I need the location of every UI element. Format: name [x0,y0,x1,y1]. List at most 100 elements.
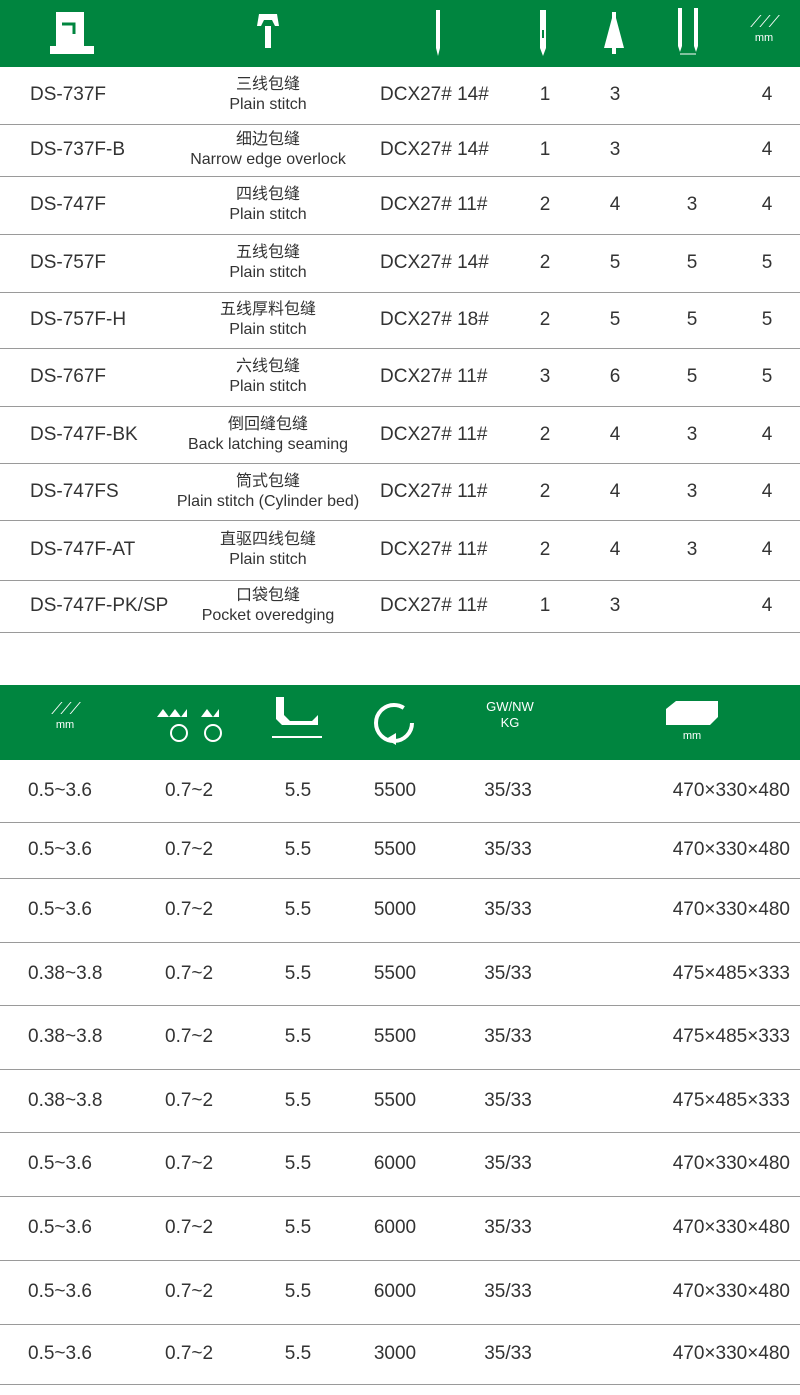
description-en: Narrow edge overlock [190,151,346,169]
description-cn: 口袋包缝 [235,587,300,605]
thread-count: 4 [609,423,621,445]
stitch-description: 六线包缝 Plain stitch [229,357,306,397]
max-speed: 6000 [373,1281,417,1303]
thread-count: 4 [609,539,621,561]
table1-row: DS-737F 三线包缝 Plain stitch DCX27# 14# 1 3 … [0,67,800,125]
weight: 35/33 [484,1026,532,1048]
stitch-length-icon: ⟋⟋⟋ mm [51,701,81,731]
stitch-description: 直驱四线包缝 Plain stitch [220,530,316,570]
weight-label: GW/NW KG [486,699,534,730]
description-cn: 五线厚料包缝 [219,301,317,319]
model: DS-767F [30,366,107,388]
thread-count: 5 [609,252,621,274]
stitch-description: 五线包缝 Plain stitch [229,243,306,283]
needle-count: 1 [539,595,551,617]
table2-row: 0.38~3.8 0.7~2 5.5 5500 35/33 475×485×333 [0,1070,800,1133]
stitch-description: 细边包缝 Narrow edge overlock [190,130,346,170]
model: DS-757F [30,252,107,274]
differential-feed-icon [157,709,222,742]
stitch-length: 0.38~3.8 [28,1026,103,1048]
stitch-width: 4 [761,480,773,502]
package-size: 470×330×480 [672,779,790,801]
needle: DCX27# 11# [380,539,488,561]
stitch-length: 0.5~3.6 [28,839,92,861]
table1-row: DS-767F 六线包缝 Plain stitch DCX27# 11# 3 6 … [0,349,800,407]
stitch-width: 5 [761,309,773,331]
description-en: Plain stitch [229,96,307,114]
needle-gauge: 5 [686,366,698,388]
table2-row: 0.5~3.6 0.7~2 5.5 6000 35/33 470×330×480 [0,1261,800,1325]
model: DS-737F-B [30,139,126,161]
speed-rotation-icon [374,703,414,745]
description-en: Plain stitch [229,264,307,282]
differential-ratio: 0.7~2 [165,1153,214,1175]
needle-count-icon [540,10,546,56]
stitch-length: 0.5~3.6 [28,779,92,801]
needle-gauge: 3 [686,194,698,216]
table1-header: ⟋⟋⟋ mm [0,0,800,67]
max-speed: 5500 [373,839,417,861]
needle: DCX27# 14# [380,84,489,106]
needle-icon [436,10,440,56]
description-en: Plain stitch [229,378,307,396]
presser-foot-lift-icon [272,697,322,738]
needle: DCX27# 18# [380,309,489,331]
needle: DCX27# 11# [380,194,488,216]
weight: 35/33 [484,962,532,984]
table1-row: DS-747F-AT 直驱四线包缝 Plain stitch DCX27# 11#… [0,521,800,581]
description-cn: 五线包缝 [235,244,300,262]
weight: 35/33 [484,839,532,861]
package-size: 475×485×333 [672,962,790,984]
stitch-width-icon: ⟋⟋⟋ mm [750,14,780,44]
needle: DCX27# 11# [380,423,488,445]
model: DS-747F-PK/SP [30,595,169,617]
table1-row: DS-757F-H 五线厚料包缝 Plain stitch DCX27# 18# … [0,293,800,349]
thread-count: 4 [609,194,621,216]
max-speed: 5000 [373,899,417,921]
needle-count: 1 [539,139,551,161]
differential-ratio: 0.7~2 [165,1026,214,1048]
description-cn: 细边包缝 [235,131,300,149]
weight: 35/33 [484,1217,532,1239]
stitch-length: 0.5~3.6 [28,1217,92,1239]
table2-row: 0.5~3.6 0.7~2 5.5 5000 35/33 470×330×480 [0,879,800,943]
table2-row: 0.5~3.6 0.7~2 5.5 3000 35/33 470×330×480 [0,1325,800,1385]
stitch-width: 5 [761,252,773,274]
needle: DCX27# 11# [380,595,488,617]
thread-count: 5 [609,309,621,331]
description-cn: 三线包缝 [235,76,300,94]
presser-foot-lift: 5.5 [284,1089,312,1111]
differential-ratio: 0.7~2 [165,839,214,861]
package-size: 470×330×480 [672,1153,790,1175]
table1-row: DS-747FS 筒式包缝 Plain stitch (Cylinder bed)… [0,464,800,521]
stitch-width: 4 [761,423,773,445]
model: DS-757F-H [30,309,127,331]
table1-row: DS-747F-BK 倒回缝包缝 Back latching seaming DC… [0,407,800,464]
needle-count: 2 [539,252,551,274]
needle-count: 2 [539,480,551,502]
presser-foot-lift: 5.5 [284,1026,312,1048]
stitch-length: 0.5~3.6 [28,1281,92,1303]
stitch-width: 4 [761,539,773,561]
package-box-icon: mm [662,699,722,742]
stitch-length: 0.5~3.6 [28,1343,92,1365]
thread-count: 6 [609,366,621,388]
stitch-width: 4 [761,139,773,161]
table1-row: DS-747F-PK/SP 口袋包缝 Pocket overedging DCX2… [0,581,800,633]
weight: 35/33 [484,779,532,801]
presser-foot-lift: 5.5 [284,1217,312,1239]
needle-count: 2 [539,539,551,561]
presser-foot-lift: 5.5 [284,962,312,984]
max-speed: 5500 [373,1089,417,1111]
stitch-length: 0.5~3.6 [28,1153,92,1175]
description-cn: 四线包缝 [235,186,300,204]
stitch-width: 4 [761,84,773,106]
description-en: Plain stitch [229,206,307,224]
table2-row: 0.5~3.6 0.7~2 5.5 6000 35/33 470×330×480 [0,1197,800,1261]
differential-ratio: 0.7~2 [165,899,214,921]
stitch-length: 0.5~3.6 [28,899,92,921]
stitch-description: 四线包缝 Plain stitch [229,185,306,225]
stitch-width: 4 [761,194,773,216]
thread-count: 4 [609,480,621,502]
needle-gauge: 3 [686,423,698,445]
